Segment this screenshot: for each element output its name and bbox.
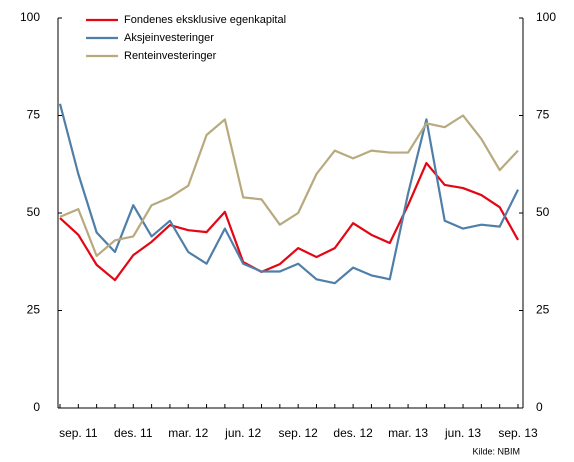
y-tick-label: 50: [27, 205, 41, 219]
y2-tick-label: 50: [536, 205, 550, 219]
legend: Fondenes eksklusive egenkapital Aksjeinve…: [86, 14, 286, 62]
y2-tick-label: 100: [536, 10, 556, 24]
x-tick-label: mar. 13: [388, 426, 428, 440]
x-tick-label: jun. 12: [224, 426, 261, 440]
x-tick-label: sep. 11: [59, 426, 98, 440]
y2-tick-label: 25: [536, 303, 550, 317]
x-tick-label: mar. 12: [168, 426, 208, 440]
y-tick-label: 25: [27, 303, 41, 317]
x-tick-label: sep. 12: [278, 426, 318, 440]
x-tick-label: jun. 13: [444, 426, 481, 440]
y-tick-label: 75: [27, 108, 41, 122]
y-tick-label: 0: [33, 400, 40, 414]
series-line: [59, 114, 519, 257]
x-tick-label: des. 11: [114, 426, 153, 440]
x-tick-label: des. 12: [333, 426, 373, 440]
y-tick-label: 100: [20, 10, 40, 24]
legend-label: Fondenes eksklusive egenkapital: [124, 14, 286, 26]
series-line: [58, 103, 519, 285]
legend-label: Aksjeinvesteringer: [124, 32, 214, 44]
y2-tick-label: 0: [536, 400, 543, 414]
series-line: [59, 161, 519, 282]
y2-tick-label: 75: [536, 108, 550, 122]
source-note: Kilde: NBIM: [472, 446, 520, 456]
legend-label: Renteinvesteringer: [124, 50, 217, 62]
x-tick-label: sep. 13: [498, 426, 538, 440]
